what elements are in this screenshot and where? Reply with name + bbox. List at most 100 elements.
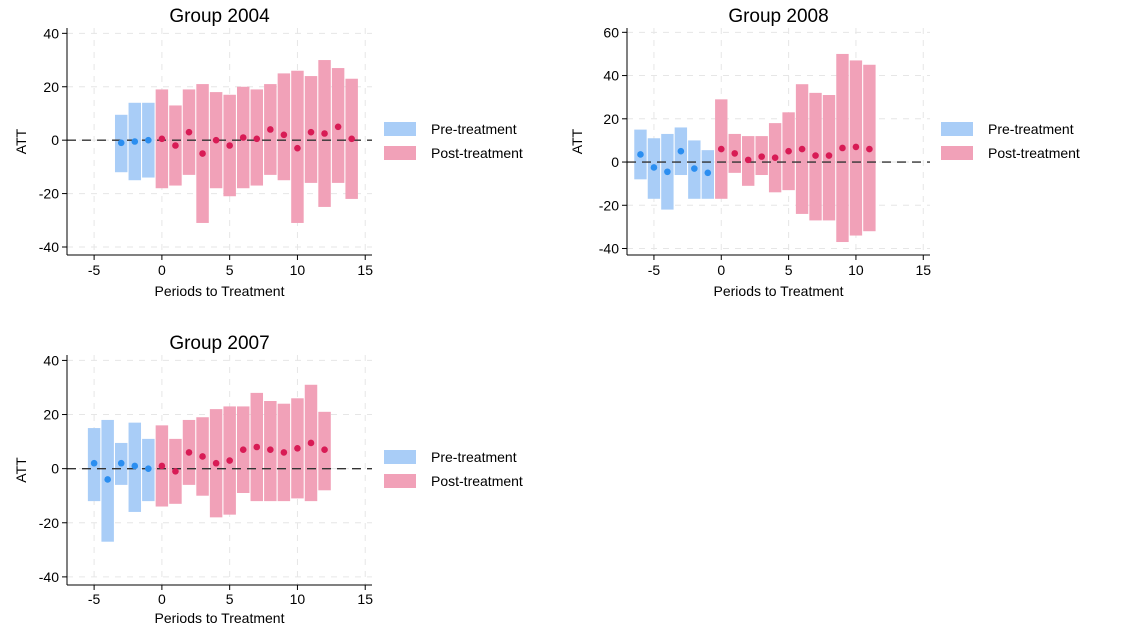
post-treatment-point (852, 143, 860, 151)
post-treatment-point (825, 152, 833, 159)
post-treatment-ci-bar (277, 73, 291, 181)
pre-treatment-point (117, 459, 125, 467)
legend: Pre-treatment Post-treatment (384, 121, 523, 161)
post-treatment-point (758, 153, 765, 160)
legend-swatch-post (384, 474, 416, 488)
pre-treatment-point (704, 169, 712, 177)
post-treatment-point (321, 130, 328, 137)
x-tick-label: 0 (158, 262, 166, 278)
x-tick-label: 10 (290, 591, 306, 607)
x-tick-label: 5 (226, 262, 234, 278)
post-treatment-point (294, 144, 301, 152)
legend-label: Pre-treatment (431, 121, 517, 137)
y-tick-label: 40 (603, 68, 619, 84)
legend-label: Pre-treatment (988, 121, 1074, 137)
post-treatment-point (185, 449, 193, 456)
legend-swatch-post (384, 146, 416, 160)
legend-swatch-pre (384, 450, 416, 464)
post-treatment-point (798, 145, 806, 153)
x-tick-label: 5 (226, 591, 234, 607)
post-treatment-point (226, 457, 233, 464)
pre-treatment-point (677, 147, 685, 155)
y-tick-label: 0 (611, 154, 619, 170)
post-treatment-point (334, 123, 342, 131)
post-treatment-point (717, 145, 725, 153)
y-axis-label: ATT (13, 128, 29, 154)
x-axis-label: Periods to Treatment (714, 283, 844, 299)
x-tick-label: 0 (158, 591, 166, 607)
pre-treatment-point (637, 151, 644, 158)
pre-treatment-point (131, 462, 139, 470)
x-tick-label: 10 (290, 262, 306, 278)
y-tick-label: -40 (39, 569, 59, 585)
pre-treatment-point (650, 164, 658, 171)
post-treatment-point (239, 134, 247, 141)
x-tick-label: 10 (848, 262, 864, 278)
pre-treatment-point (664, 168, 671, 176)
y-tick-label: 40 (43, 25, 59, 41)
chart-panel: 60 40 20 0 -20 -40 -5 0 5 10 15 Group 2008 Periods t… (569, 6, 1080, 299)
post-treatment-point (212, 459, 220, 467)
pre-treatment-point (691, 165, 698, 172)
post-treatment-point (812, 152, 819, 159)
legend: Pre-treatment Post-treatment (941, 121, 1080, 161)
y-tick-label: -40 (599, 241, 619, 257)
pre-treatment-point (145, 136, 152, 144)
post-treatment-point (267, 126, 274, 133)
x-tick-label: 15 (915, 262, 931, 278)
post-treatment-point (199, 150, 206, 157)
post-treatment-point (307, 128, 315, 136)
pre-treatment-point (145, 465, 152, 472)
x-tick-label: 5 (785, 262, 793, 278)
post-treatment-point (307, 439, 315, 447)
legend-swatch-pre (941, 122, 973, 136)
x-axis-label: Periods to Treatment (155, 283, 285, 299)
pre-treatment-point (104, 476, 111, 483)
post-treatment-point (267, 446, 274, 454)
y-tick-label: 20 (603, 111, 619, 127)
x-tick-label: 15 (357, 591, 373, 607)
y-tick-label: 60 (603, 24, 619, 40)
post-treatment-point (226, 142, 233, 149)
post-treatment-point (744, 156, 752, 164)
legend-label: Post-treatment (988, 145, 1080, 161)
pre-treatment-point (90, 459, 98, 467)
post-treatment-point (731, 150, 739, 157)
y-axis-label: ATT (569, 128, 585, 154)
legend-label: Pre-treatment (431, 449, 517, 465)
pre-treatment-point (117, 139, 125, 147)
y-tick-label: 40 (43, 352, 59, 368)
y-tick-label: 0 (51, 132, 59, 148)
post-treatment-point (212, 136, 220, 144)
post-treatment-point (839, 144, 846, 152)
x-tick-label: -5 (88, 591, 101, 607)
post-treatment-point (199, 453, 206, 460)
post-treatment-point (294, 445, 301, 452)
post-treatment-point (785, 147, 792, 155)
post-treatment-point (172, 468, 179, 475)
y-tick-label: 20 (43, 79, 59, 95)
x-tick-label: 15 (357, 262, 373, 278)
post-treatment-point (239, 446, 247, 454)
legend-swatch-post (941, 146, 973, 160)
x-tick-label: -5 (648, 262, 661, 278)
legend-swatch-pre (384, 122, 416, 136)
x-axis-label: Periods to Treatment (155, 610, 285, 626)
post-treatment-point (172, 142, 179, 149)
legend-label: Post-treatment (431, 473, 523, 489)
chart-panel: 40 20 0 -20 -40 -5 0 5 10 15 Group 2007 Periods to … (13, 333, 523, 626)
y-tick-label: 20 (43, 407, 59, 423)
x-tick-label: -5 (88, 262, 101, 278)
legend: Pre-treatment Post-treatment (384, 449, 523, 489)
pre-treatment-point (131, 138, 139, 145)
y-tick-label: -40 (39, 239, 59, 255)
y-tick-label: -20 (39, 515, 59, 531)
post-treatment-point (866, 145, 873, 153)
chart-title: Group 2004 (169, 6, 270, 27)
y-tick-label: -20 (39, 186, 59, 202)
post-treatment-point (158, 462, 166, 470)
chart-panel: 40 20 0 -20 -40 -5 0 5 10 15 Group 2004 Periods to … (13, 6, 523, 299)
post-treatment-point (348, 135, 355, 143)
post-treatment-point (158, 135, 166, 143)
